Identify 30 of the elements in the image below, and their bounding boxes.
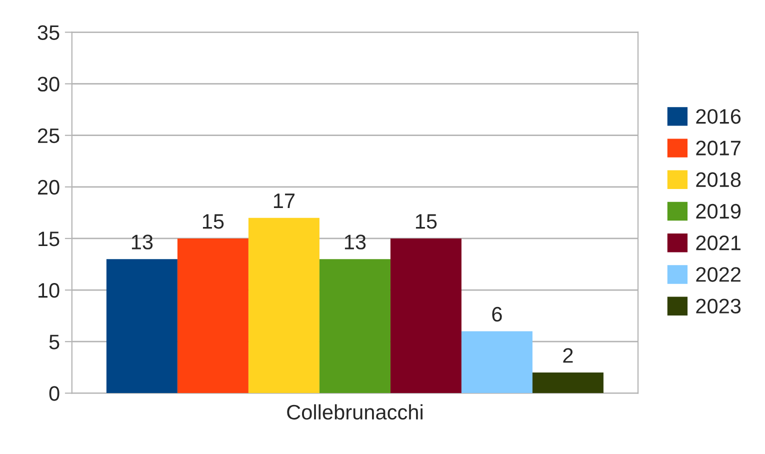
legend-label: 2021 — [696, 236, 740, 250]
bar — [390, 238, 462, 394]
data-label: 13 — [344, 234, 366, 250]
bar — [248, 218, 320, 394]
y-tick-label: 25 — [38, 128, 60, 144]
y-tick-label: 0 — [49, 386, 60, 401]
bar — [177, 238, 248, 394]
x-tick-label: Collebrunacchi — [287, 404, 422, 420]
legend-label: 2016 — [696, 109, 741, 124]
y-tick-label: 35 — [38, 25, 60, 40]
bar — [461, 331, 532, 394]
y-tick-label: 15 — [38, 232, 60, 246]
bar — [319, 259, 390, 394]
bar — [532, 372, 604, 394]
data-label: 15 — [416, 214, 437, 229]
data-label: 6 — [492, 306, 502, 322]
y-tick-label: 30 — [38, 76, 60, 92]
legend-label: 2018 — [696, 172, 741, 188]
y-tick-label: 5 — [49, 334, 60, 350]
legend-label: 2022 — [696, 267, 740, 282]
y-tick-label: 20 — [38, 180, 60, 195]
data-label: 15 — [202, 214, 224, 229]
data-label: 2 — [563, 348, 573, 363]
legend-label: 2023 — [696, 298, 741, 314]
bar — [106, 259, 178, 394]
data-label: 17 — [274, 194, 294, 208]
data-label: 13 — [132, 234, 153, 250]
legend-label: 2019 — [696, 204, 741, 219]
y-tick-label: 10 — [38, 283, 60, 298]
legend-label: 2017 — [696, 140, 740, 156]
